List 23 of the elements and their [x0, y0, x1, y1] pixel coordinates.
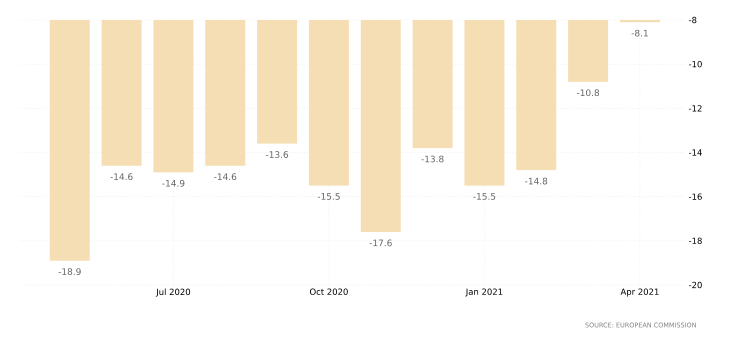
data-label: -18.9: [58, 268, 81, 276]
y-tick-label: -8: [688, 16, 696, 24]
data-label: -14.6: [110, 173, 133, 180]
y-tick-label: -16: [688, 193, 702, 200]
x-tick-label: Jan 2021: [465, 288, 502, 297]
data-label: -13.8: [421, 156, 444, 162]
data-label: -15.5: [473, 193, 496, 200]
x-tick-label: Oct 2020: [310, 288, 348, 295]
x-tick-label: Jul 2020: [156, 288, 190, 297]
y-tick-label: -14: [688, 149, 702, 156]
data-label: -10.8: [576, 89, 600, 96]
data-label: -15.5: [318, 193, 340, 200]
data-label: -14.6: [214, 173, 236, 180]
y-tick-label: -18: [688, 238, 702, 244]
data-label: -8.1: [632, 30, 648, 37]
y-tick-label: -10: [688, 60, 702, 68]
data-label: -17.6: [370, 240, 392, 246]
data-label: -13.6: [266, 151, 288, 158]
x-tick-label: Apr 2021: [620, 288, 659, 297]
y-tick-label: -20: [688, 282, 702, 288]
data-label: -14.8: [525, 178, 548, 184]
data-label: -14.9: [162, 180, 184, 187]
y-tick-label: -12: [688, 105, 702, 112]
